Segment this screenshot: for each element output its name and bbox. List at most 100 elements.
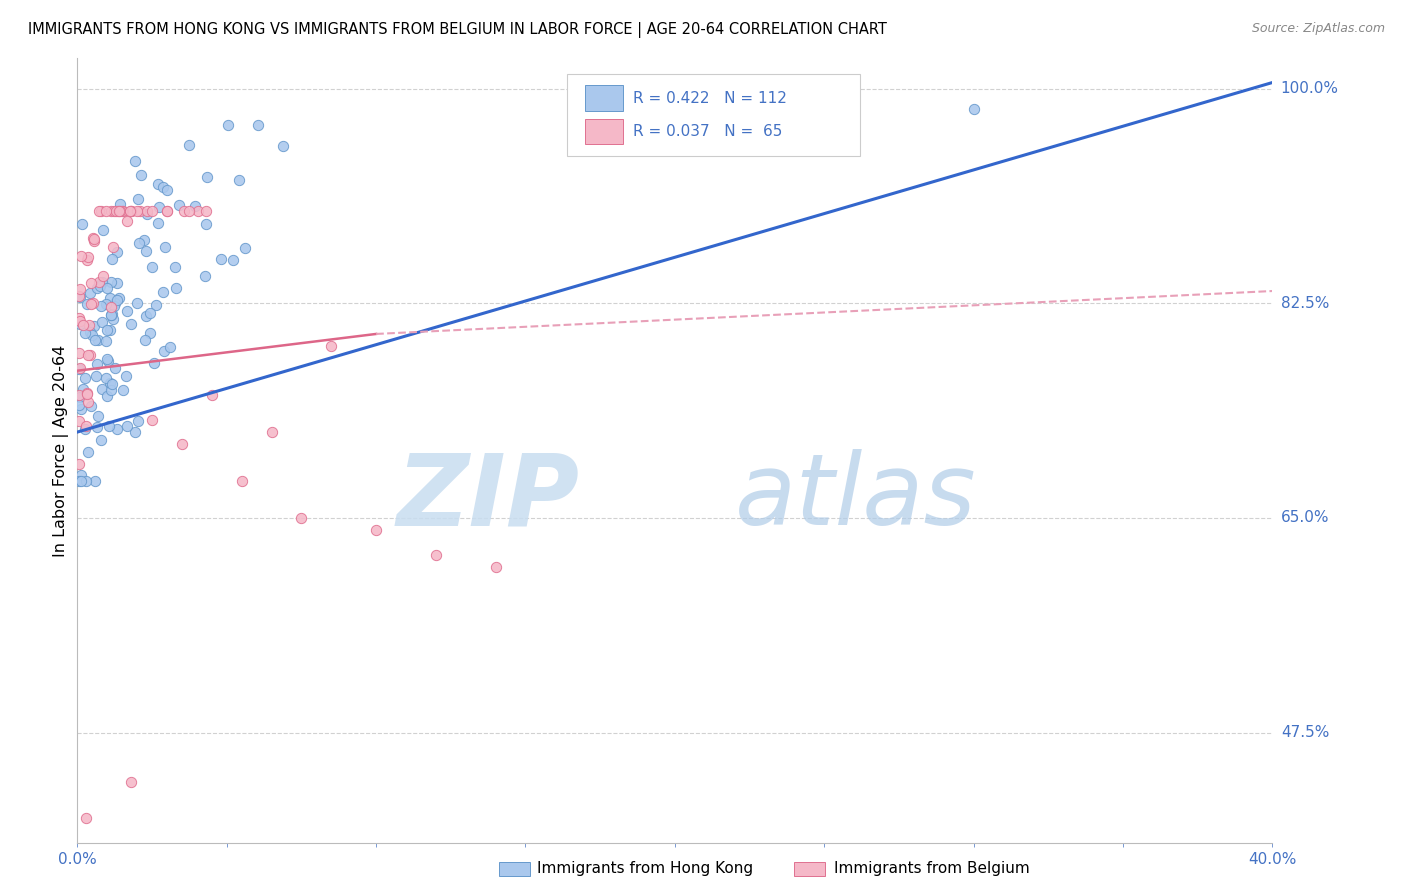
Text: IMMIGRANTS FROM HONG KONG VS IMMIGRANTS FROM BELGIUM IN LABOR FORCE | AGE 20-64 : IMMIGRANTS FROM HONG KONG VS IMMIGRANTS …: [28, 22, 887, 38]
Point: [89, 279, 111, 293]
Point: [124, 153, 146, 168]
Point: [132, 234, 155, 248]
Point: [67, 387, 90, 401]
Point: [86, 333, 108, 347]
Text: 100.0%: 100.0%: [1281, 81, 1339, 96]
Bar: [585, 120, 623, 145]
FancyBboxPatch shape: [568, 74, 860, 156]
Point: [153, 239, 176, 253]
Point: [183, 199, 205, 213]
Point: [75, 371, 97, 385]
Point: [108, 196, 131, 211]
Point: [179, 138, 201, 153]
Point: [79, 286, 101, 301]
Point: [91, 275, 114, 289]
Point: [485, 560, 508, 574]
Point: [100, 275, 122, 289]
Point: [425, 548, 447, 562]
Point: [67, 346, 90, 360]
Point: [321, 339, 343, 353]
Point: [67, 361, 90, 376]
Point: [101, 311, 124, 326]
Point: [76, 386, 98, 401]
Point: [217, 119, 239, 133]
Text: 47.5%: 47.5%: [1281, 725, 1329, 740]
Point: [75, 474, 97, 488]
Point: [115, 214, 138, 228]
Point: [260, 425, 283, 439]
Point: [76, 250, 98, 264]
Point: [83, 235, 105, 249]
Point: [152, 285, 174, 300]
Point: [108, 204, 131, 219]
Point: [105, 244, 128, 259]
Point: [173, 204, 195, 219]
Point: [101, 376, 124, 391]
Point: [98, 323, 121, 337]
Point: [80, 327, 103, 342]
Point: [146, 216, 169, 230]
Point: [246, 119, 269, 133]
Text: Source: ZipAtlas.com: Source: ZipAtlas.com: [1251, 22, 1385, 36]
Point: [87, 276, 110, 290]
Point: [101, 307, 124, 321]
Point: [100, 300, 122, 314]
Point: [69, 311, 91, 326]
Point: [271, 139, 294, 153]
Point: [82, 296, 104, 310]
Point: [145, 298, 167, 312]
Point: [69, 314, 91, 328]
Point: [70, 249, 93, 263]
Point: [82, 231, 104, 245]
Point: [96, 281, 118, 295]
Point: [136, 207, 159, 221]
Point: [195, 204, 218, 219]
Text: atlas: atlas: [735, 449, 976, 546]
Point: [67, 289, 90, 303]
Point: [89, 204, 111, 219]
Point: [94, 204, 117, 219]
Point: [97, 354, 120, 368]
Point: [100, 308, 122, 322]
Point: [135, 309, 157, 323]
Point: [75, 811, 97, 825]
Point: [156, 183, 179, 197]
Point: [233, 241, 256, 255]
Point: [76, 348, 98, 362]
Point: [91, 315, 114, 329]
Point: [67, 474, 90, 488]
Point: [96, 352, 118, 367]
Point: [120, 774, 142, 789]
Point: [131, 169, 153, 183]
Point: [77, 444, 100, 458]
Point: [139, 306, 162, 320]
Point: [72, 318, 94, 333]
Point: [141, 204, 163, 219]
Point: [120, 204, 142, 219]
Point: [96, 323, 118, 337]
Point: [148, 201, 170, 215]
Point: [135, 244, 157, 259]
Point: [73, 422, 96, 436]
Point: [120, 317, 142, 331]
Point: [104, 204, 127, 219]
Point: [152, 179, 174, 194]
Text: ZIP: ZIP: [396, 449, 579, 546]
Point: [70, 218, 93, 232]
Bar: [585, 86, 623, 111]
Point: [963, 103, 986, 117]
Point: [127, 192, 149, 206]
Point: [105, 276, 128, 290]
Point: [115, 303, 138, 318]
Point: [69, 282, 91, 296]
Point: [290, 511, 312, 525]
Point: [80, 297, 103, 311]
Point: [73, 326, 96, 340]
Point: [103, 300, 125, 314]
Point: [91, 268, 114, 283]
Point: [86, 419, 108, 434]
Point: [67, 457, 90, 471]
Point: [195, 170, 218, 185]
Text: 65.0%: 65.0%: [1281, 510, 1329, 525]
Point: [67, 398, 90, 412]
